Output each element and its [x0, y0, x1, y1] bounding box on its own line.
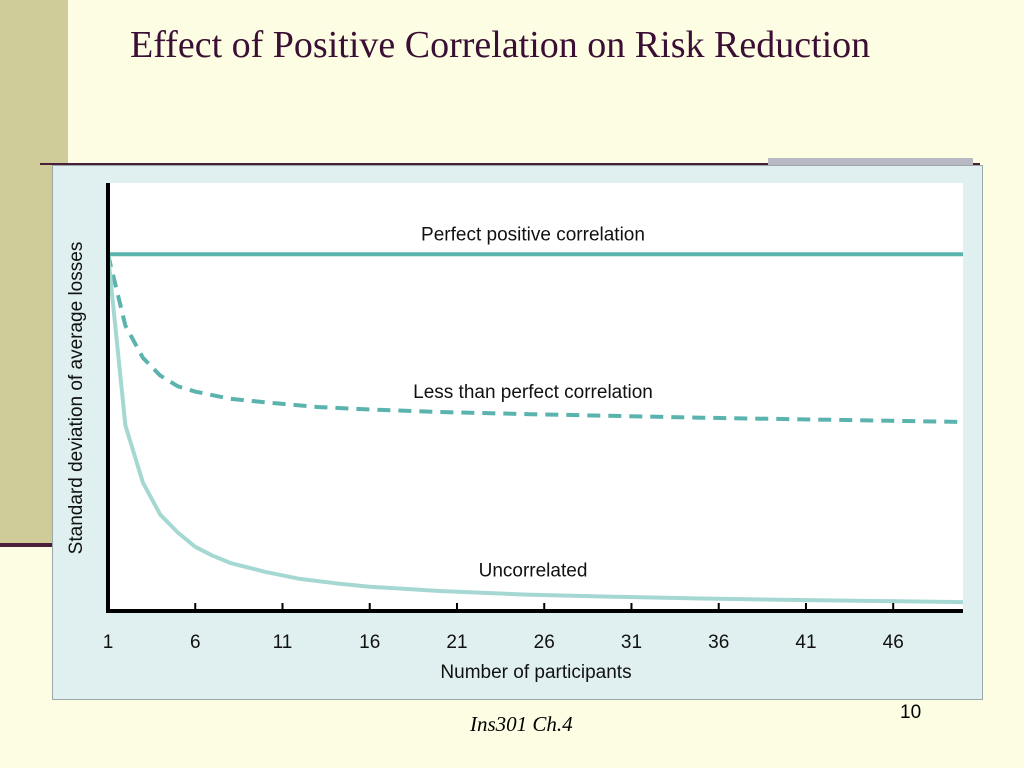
top-divider-rule	[40, 163, 980, 165]
x-tick-label-11: 11	[273, 632, 293, 653]
x-tick-label-26: 26	[534, 632, 555, 653]
chart-panel: 1 6 11 16 21 26 31 36 41 46 Perfect positive corr…	[52, 165, 983, 700]
series-line-uncorrelated	[106, 254, 964, 605]
series-label-uncorrelated: Uncorrelated	[479, 561, 588, 582]
slide-number: 10	[900, 702, 922, 723]
series-lines	[106, 252, 964, 605]
x-tick-label-16: 16	[359, 632, 380, 653]
line-chart: 1 6 11 16 21 26 31 36 41 46 Perfect positive corr…	[66, 183, 964, 683]
series-label-less-than-perfect-correlation: Less than perfect correlation	[413, 382, 653, 403]
slide-footer: Ins301 Ch.4	[470, 712, 573, 736]
x-tick-label-21: 21	[446, 632, 467, 653]
x-ticks: 1 6 11 16 21 26 31 36 41 46	[103, 603, 904, 653]
x-axis-label: Number of participants	[440, 662, 631, 683]
x-tick-label-31: 31	[621, 632, 642, 653]
x-tick-label-1: 1	[103, 632, 114, 653]
series-line-less-than-perfect-correlation	[106, 253, 964, 424]
x-tick-label-46: 46	[883, 632, 904, 653]
grey-accent-tab	[768, 158, 973, 166]
left-divider-rule	[0, 543, 56, 547]
series-label-perfect-positive-correlation: Perfect positive correlation	[421, 224, 645, 245]
series-labels: Perfect positive correlation Less than pe…	[413, 224, 653, 581]
y-axis-label: Standard deviation of average losses	[66, 242, 87, 555]
slide-title: Effect of Positive Correlation on Risk R…	[130, 24, 871, 66]
x-tick-label-6: 6	[190, 632, 201, 653]
x-tick-label-36: 36	[708, 632, 729, 653]
x-tick-label-41: 41	[795, 632, 816, 653]
